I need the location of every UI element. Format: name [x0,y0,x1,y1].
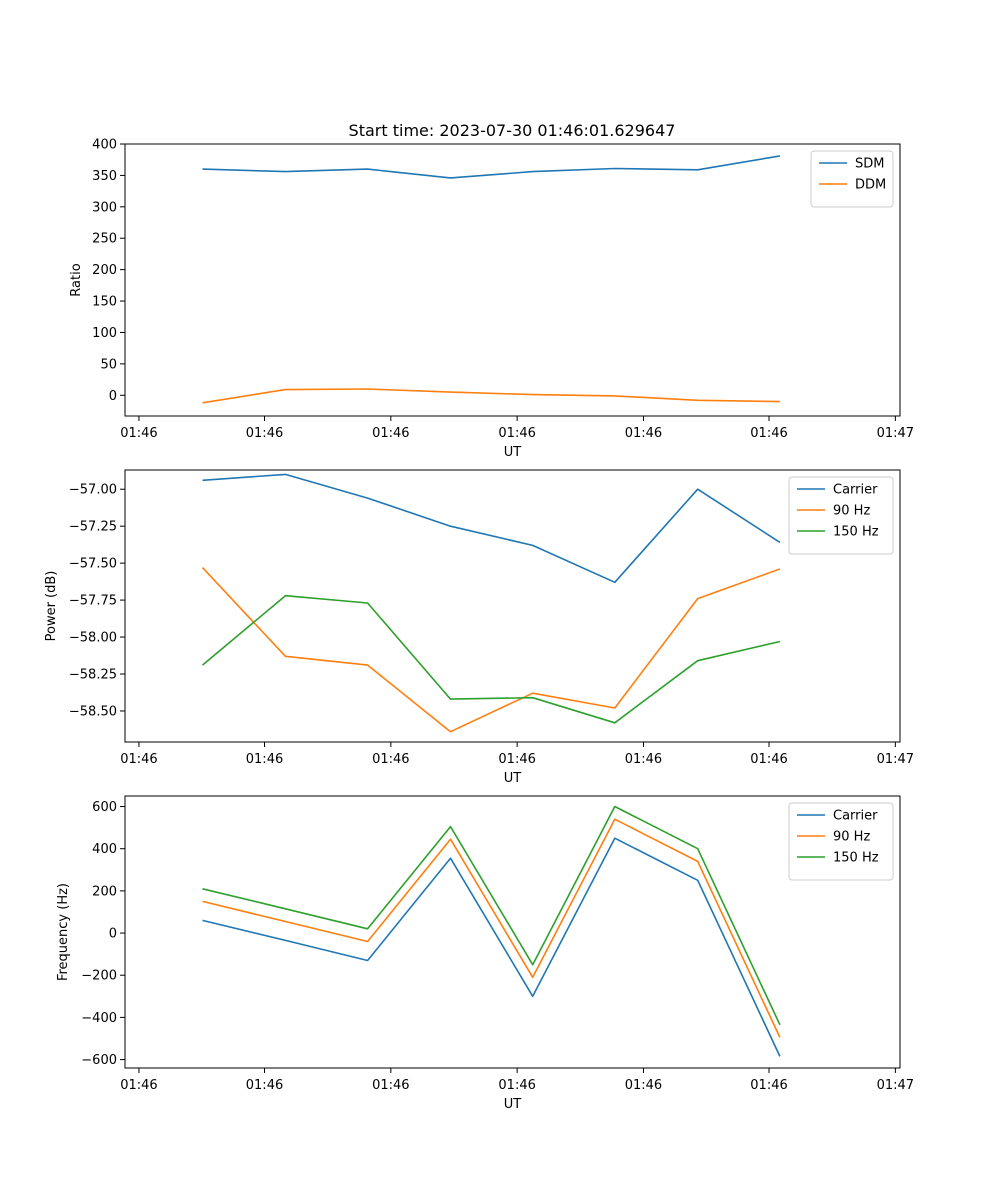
y-axis-label: Frequency (Hz) [56,883,71,981]
y-tick-label: 600 [92,800,117,815]
series-line-150-hz [202,805,781,1026]
axes-frame [124,143,901,417]
x-tick-label: 01:46 [372,752,409,767]
series-line-ddm [202,388,780,404]
x-tick-label: 01:46 [372,1078,409,1093]
x-tick-label: 01:47 [877,752,914,767]
y-tick-label: −400 [81,1011,117,1026]
legend-box [788,802,894,881]
x-tick-label: 01:46 [625,426,662,441]
legend-label: DDM [855,178,886,193]
x-tick-label: 01:46 [120,752,157,767]
series-line-sdm [202,155,781,179]
x-tick-label: 01:46 [372,426,409,441]
x-tick-label: 01:46 [120,1078,157,1093]
x-axis-label: UT [504,771,522,786]
y-tick-label: 0 [109,927,117,942]
series-line-150-hz [201,594,781,724]
series-line-carrier [202,473,781,584]
subplot-2 [120,469,901,747]
y-tick-label: 300 [92,200,117,215]
x-tick-label: 01:46 [625,1078,662,1093]
y-tick-label: 200 [92,884,117,899]
y-tick-label: −57.00 [69,483,117,498]
x-tick-label: 01:46 [246,426,283,441]
x-tick-label: 01:46 [750,752,787,767]
y-axis-label: Power (dB) [44,571,59,642]
y-tick-label: −57.25 [69,520,117,535]
subplot-1 [120,143,901,421]
y-tick-label: 150 [92,295,117,310]
y-tick-label: 400 [92,138,117,153]
y-tick-label: 400 [92,842,117,857]
x-tick-label: 01:46 [498,426,535,441]
x-tick-label: 01:46 [246,1078,283,1093]
chart-title: Start time: 2023-07-30 01:46:01.629647 [349,121,676,140]
subplot-3 [120,795,901,1073]
series-line-90-hz [201,567,781,733]
y-tick-label: −200 [81,969,117,984]
x-axis-label: UT [504,445,522,460]
legend-box [788,476,894,555]
legend-label: 90 Hz [833,504,870,519]
x-tick-label: 01:47 [877,1078,914,1093]
y-axis-label: Ratio [69,263,84,296]
y-tick-label: −57.50 [69,557,117,572]
legend-label: Carrier [833,809,878,824]
axes-frame [124,469,901,743]
series-line-90-hz [202,818,781,1038]
x-axis-label: UT [504,1097,522,1112]
y-tick-label: 250 [92,232,117,247]
legend-label: 150 Hz [833,851,879,866]
y-tick-label: 200 [92,263,117,278]
y-tick-label: −58.50 [69,704,117,719]
x-tick-label: 01:46 [750,1078,787,1093]
legend-label: Carrier [833,483,878,498]
y-tick-label: −57.75 [69,594,117,609]
legend-box [810,150,894,208]
legend-label: 150 Hz [833,525,879,540]
x-tick-label: 01:46 [246,752,283,767]
x-tick-label: 01:46 [625,752,662,767]
y-tick-label: 0 [109,389,117,404]
x-tick-label: 01:46 [120,426,157,441]
axes-frame [124,795,901,1069]
y-tick-label: 350 [92,169,117,184]
legend-label: SDM [855,157,884,172]
y-tick-label: 50 [100,357,117,372]
x-tick-label: 01:46 [498,752,535,767]
series-line-carrier [202,837,781,1057]
y-tick-label: −600 [81,1053,117,1068]
x-tick-label: 01:46 [750,426,787,441]
legend-label: 90 Hz [833,830,870,845]
y-tick-label: 100 [92,326,117,341]
x-tick-label: 01:46 [498,1078,535,1093]
y-tick-label: −58.25 [69,668,117,683]
y-tick-label: −58.00 [69,631,117,646]
x-tick-label: 01:47 [877,426,914,441]
